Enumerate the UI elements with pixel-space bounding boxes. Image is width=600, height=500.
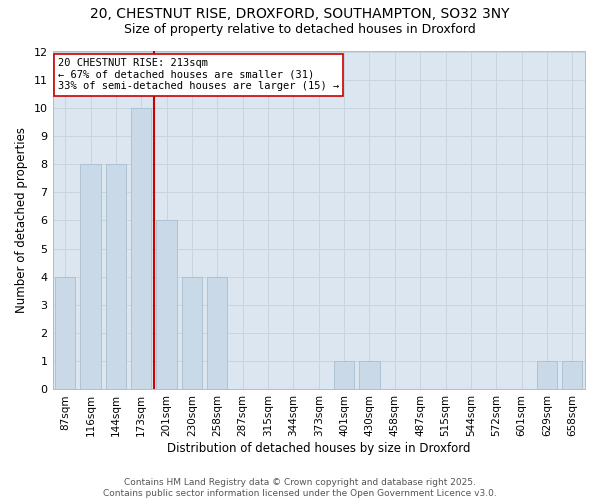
Bar — [106, 164, 126, 390]
Bar — [537, 362, 557, 390]
Text: Contains HM Land Registry data © Crown copyright and database right 2025.
Contai: Contains HM Land Registry data © Crown c… — [103, 478, 497, 498]
Text: 20 CHESTNUT RISE: 213sqm
← 67% of detached houses are smaller (31)
33% of semi-d: 20 CHESTNUT RISE: 213sqm ← 67% of detach… — [58, 58, 339, 92]
Text: 20, CHESTNUT RISE, DROXFORD, SOUTHAMPTON, SO32 3NY: 20, CHESTNUT RISE, DROXFORD, SOUTHAMPTON… — [90, 8, 510, 22]
Text: Size of property relative to detached houses in Droxford: Size of property relative to detached ho… — [124, 22, 476, 36]
Bar — [359, 362, 380, 390]
X-axis label: Distribution of detached houses by size in Droxford: Distribution of detached houses by size … — [167, 442, 470, 455]
Bar — [80, 164, 101, 390]
Bar — [207, 277, 227, 390]
Y-axis label: Number of detached properties: Number of detached properties — [15, 128, 28, 314]
Bar — [182, 277, 202, 390]
Bar — [334, 362, 354, 390]
Bar — [562, 362, 583, 390]
Bar — [55, 277, 76, 390]
Bar — [131, 108, 151, 390]
Bar — [157, 220, 177, 390]
